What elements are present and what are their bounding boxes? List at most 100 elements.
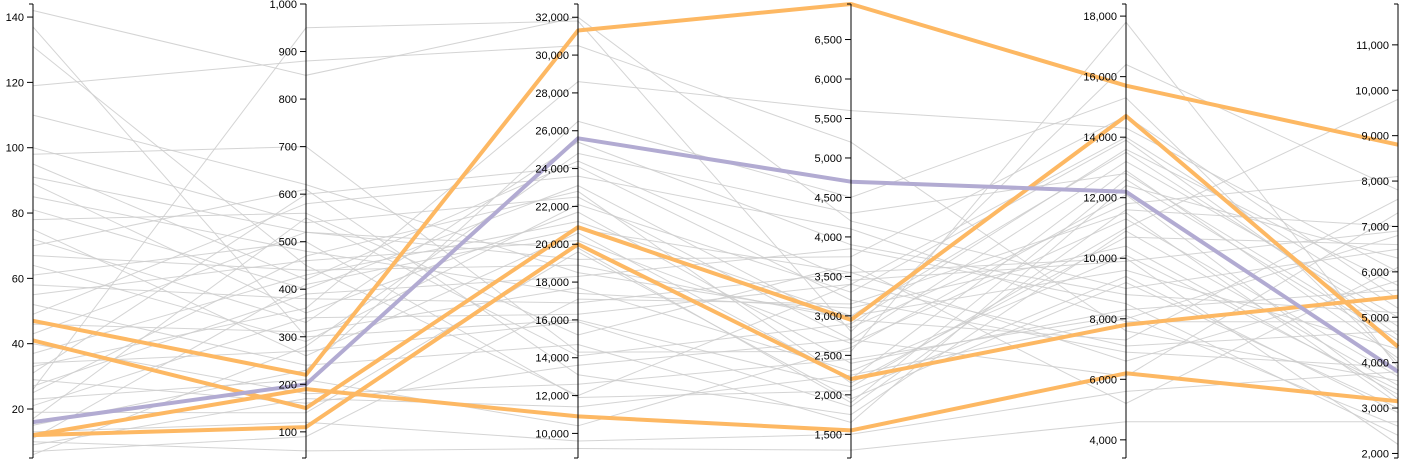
- tick-label: 5,000: [814, 153, 842, 165]
- tick-label: 16,000: [1083, 72, 1117, 84]
- tick-label: 5,000: [1361, 312, 1389, 324]
- tick-label: 10,000: [1083, 253, 1117, 265]
- background-line: [32, 139, 1399, 343]
- background-line: [32, 196, 1399, 395]
- tick-label: 8,000: [1089, 314, 1117, 326]
- tick-label: 26,000: [535, 126, 569, 138]
- tick-label: 2,000: [814, 390, 842, 402]
- tick-label: 5,500: [814, 113, 842, 125]
- tick-label: 100: [279, 427, 297, 439]
- background-line: [32, 248, 1399, 436]
- tick-label: 6,000: [1361, 267, 1389, 279]
- background-line: [32, 10, 1399, 290]
- tick-label: 4,500: [814, 192, 842, 204]
- tick-label: 2,500: [814, 350, 842, 362]
- axis-2: 100 200 300 400 500 600 700 800 900 1,000: [269, 0, 307, 459]
- tick-label: 9,000: [1361, 131, 1389, 143]
- tick-label: 4,000: [1089, 435, 1117, 447]
- tick-label: 22,000: [535, 201, 569, 213]
- background-line: [32, 212, 1399, 405]
- tick-label: 20: [12, 404, 24, 416]
- background-line: [32, 148, 1399, 420]
- highlighted-line-purple: [32, 136, 1400, 425]
- tick-label: 12,000: [535, 391, 569, 403]
- tick-label: 900: [279, 47, 297, 59]
- tick-label: 12,000: [1083, 193, 1117, 205]
- tick-label: 1,500: [814, 429, 842, 441]
- tick-label: 100: [6, 143, 24, 155]
- tick-label: 4,000: [1361, 358, 1389, 370]
- tick-label: 80: [12, 208, 24, 220]
- tick-label: 4,000: [814, 232, 842, 244]
- tick-label: 3,000: [814, 311, 842, 323]
- tick-label: 60: [12, 273, 24, 285]
- tick-label: 1,000: [269, 0, 297, 11]
- background-line: [32, 20, 1399, 390]
- tick-label: 20,000: [535, 239, 569, 251]
- background-line: [32, 371, 1399, 442]
- highlighted-line-orange: [32, 2, 1399, 377]
- tick-label: 14,000: [1083, 132, 1117, 144]
- background-line: [32, 185, 1399, 424]
- background-line: [32, 45, 1399, 382]
- background-line: [32, 235, 1399, 446]
- background-line: [32, 21, 1399, 368]
- tick-label: 140: [6, 12, 24, 24]
- tick-label: 30,000: [535, 50, 569, 62]
- background-line: [32, 220, 1399, 354]
- tick-label: 6,500: [814, 35, 842, 47]
- tick-label: 24,000: [535, 164, 569, 176]
- tick-label: 600: [279, 189, 297, 201]
- highlighted-line-orange: [32, 371, 1399, 438]
- axis-3: 10,000 12,000 14,000 16,000 18,000 20,000 22,0…: [535, 3, 579, 459]
- tick-label: 700: [279, 142, 297, 154]
- background-line: [32, 283, 1399, 407]
- tick-label: 16,000: [535, 315, 569, 327]
- background-line: [32, 97, 1399, 426]
- tick-label: 800: [279, 94, 297, 106]
- highlighted-lines-group: [32, 2, 1400, 438]
- tick-label: 120: [6, 77, 24, 89]
- tick-label: 7,000: [1361, 221, 1389, 233]
- tick-label: 500: [279, 237, 297, 249]
- tick-label: 6,000: [814, 74, 842, 86]
- tick-label: 18,000: [535, 277, 569, 289]
- axis-5: 4,000 6,000 8,000 10,000 12,000 14,000 16,000 1…: [1083, 3, 1127, 459]
- tick-label: 3,500: [814, 271, 842, 283]
- tick-label: 11,000: [1356, 40, 1389, 52]
- tick-label: 6,000: [1089, 374, 1117, 386]
- background-line: [32, 251, 1399, 414]
- axis-6: 2,000 3,000 4,000 5,000 6,000 7,000 8,000 9,000…: [1355, 3, 1399, 460]
- tick-label: 18,000: [1083, 11, 1117, 23]
- tick-label: 2,000: [1361, 448, 1389, 460]
- tick-label: 10,000: [1355, 85, 1389, 97]
- background-line: [32, 141, 1399, 324]
- tick-label: 200: [279, 379, 297, 391]
- highlighted-line-orange: [32, 242, 1399, 438]
- background-line: [32, 228, 1399, 445]
- tick-label: 40: [12, 339, 24, 351]
- tick-label: 28,000: [535, 88, 569, 100]
- background-line: [32, 166, 1399, 374]
- background-line: [32, 26, 1399, 388]
- background-line: [32, 115, 1399, 335]
- tick-label: 300: [279, 332, 297, 344]
- tick-label: 3,000: [1361, 403, 1389, 415]
- background-line: [32, 209, 1399, 408]
- background-line: [32, 194, 1399, 427]
- axis-1: 20 40 60 80 100 120 140: [6, 3, 34, 459]
- background-line: [32, 315, 1399, 427]
- tick-label: 400: [279, 284, 297, 296]
- background-line: [32, 176, 1399, 329]
- background-line: [32, 212, 1399, 452]
- tick-label: 8,000: [1361, 176, 1389, 188]
- tick-label: 10,000: [535, 428, 569, 440]
- background-lines-group: [32, 10, 1399, 456]
- background-line: [32, 241, 1399, 414]
- background-line: [32, 114, 1399, 327]
- background-line: [32, 421, 1398, 452]
- axes-group: 20 40 60 80 100 120 140 100 200 300 400 500 600 700 80…: [6, 0, 1399, 460]
- tick-label: 32,000: [535, 12, 569, 24]
- background-line: [32, 190, 1399, 394]
